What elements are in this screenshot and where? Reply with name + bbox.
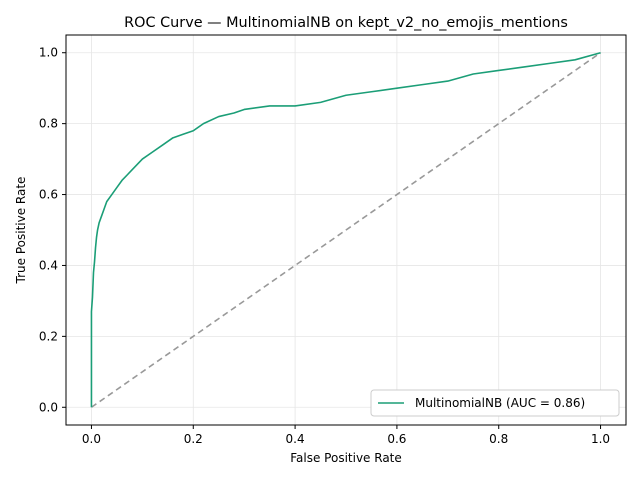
y-ticks: 0.0 0.2 0.4 0.6 0.8 1.0 (39, 46, 66, 414)
chance-line (90, 52, 602, 408)
x-tick-label: 1.0 (591, 432, 610, 446)
y-axis-label: True Positive Rate (14, 177, 28, 285)
roc-curve-line (90, 51, 601, 408)
legend-label: MultinomialNB (AUC = 0.86) (415, 396, 585, 410)
x-ticks: 0.0 0.2 0.4 0.6 0.8 1.0 (82, 425, 610, 446)
axes-frame (65, 34, 627, 426)
y-tick-label: 0.0 (39, 400, 58, 414)
x-axis-label: False Positive Rate (290, 451, 402, 465)
y-tick-label: 1.0 (39, 46, 58, 60)
x-tick-label: 0.0 (82, 432, 101, 446)
y-tick-label: 0.4 (39, 258, 58, 272)
x-tick-label: 0.6 (387, 432, 406, 446)
plot-area (90, 51, 602, 408)
legend-box (370, 389, 620, 417)
y-tick-label: 0.2 (39, 329, 58, 343)
x-tick-label: 0.4 (286, 432, 305, 446)
legend: MultinomialNB (AUC = 0.86) (370, 389, 620, 417)
y-tick-label: 0.8 (39, 117, 58, 131)
y-tick-label: 0.6 (39, 188, 58, 202)
x-tick-label: 0.8 (489, 432, 508, 446)
chart-title: ROC Curve — MultinomialNB on kept_v2_no_… (124, 15, 568, 31)
grid (66, 35, 626, 425)
x-tick-label: 0.2 (184, 432, 203, 446)
